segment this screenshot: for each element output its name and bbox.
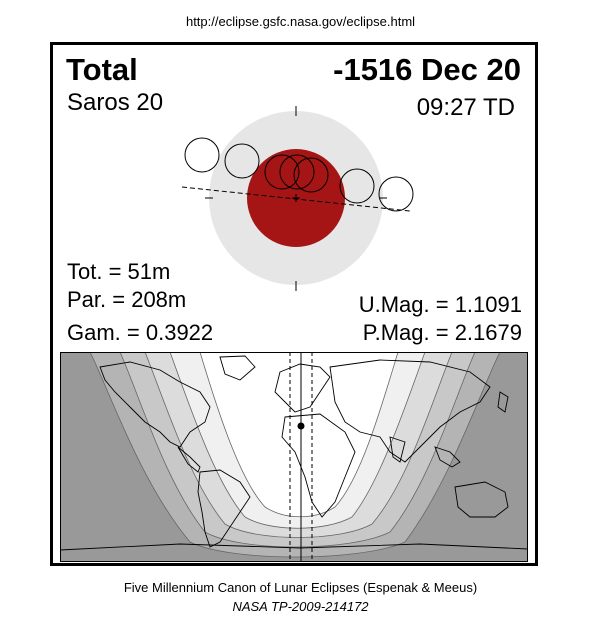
- eclipse-date: -1516 Dec 20: [333, 52, 521, 87]
- sublunar-point: [297, 422, 305, 430]
- source-url: http://eclipse.gsfc.nasa.gov/eclipse.htm…: [185, 14, 416, 29]
- shadow-diagram: [181, 106, 414, 291]
- contour-line: [89, 352, 501, 558]
- eclipse-frame: [50, 42, 538, 566]
- moon-position: [293, 157, 329, 193]
- coastline-japan: [497, 391, 509, 413]
- coastline-africa: [281, 413, 356, 518]
- map-border: [60, 352, 528, 562]
- gamma-value: Gam. = 0.3922: [67, 320, 214, 345]
- eclipse-time: 09:27 TD: [416, 94, 515, 121]
- coastline-north-america: [99, 361, 211, 448]
- moon-position: [279, 154, 315, 190]
- totality-duration: Tot. = 51m: [67, 259, 171, 284]
- coastline-greenland: [219, 355, 256, 381]
- moon-path-line: [181, 186, 411, 212]
- penumbral-magnitude: P.Mag. = 2.1679: [362, 320, 522, 345]
- coastline-asia: [329, 359, 491, 463]
- eclipse-type: Total: [66, 52, 138, 87]
- moon-position: [224, 143, 260, 179]
- contour-line: [169, 352, 426, 529]
- coastline-antarctica: [60, 543, 528, 551]
- moon-position: [184, 137, 220, 173]
- visibility-band: [200, 352, 398, 517]
- contour-line: [119, 352, 476, 548]
- visibility-map: [60, 352, 528, 562]
- publication-number: NASA TP-2009-214172: [232, 599, 369, 614]
- moon-position: [378, 176, 414, 212]
- partial-duration: Par. = 208m: [67, 287, 187, 312]
- coastline-india: [389, 436, 406, 463]
- umbral-magnitude: U.Mag. = 1.1091: [358, 292, 522, 317]
- contour-line: [199, 352, 399, 518]
- coastline-australia: [454, 481, 509, 518]
- moon-position: [339, 168, 375, 204]
- coastline-south-america: [197, 469, 251, 548]
- moon-position: [264, 154, 300, 190]
- coastline-southeast-asia: [434, 446, 461, 468]
- contour-line: [144, 352, 453, 538]
- coastline-europe: [274, 363, 331, 413]
- coastline-central-america: [177, 446, 201, 473]
- saros-number: Saros 20: [67, 89, 164, 116]
- canon-citation: Five Millennium Canon of Lunar Eclipses …: [123, 580, 478, 595]
